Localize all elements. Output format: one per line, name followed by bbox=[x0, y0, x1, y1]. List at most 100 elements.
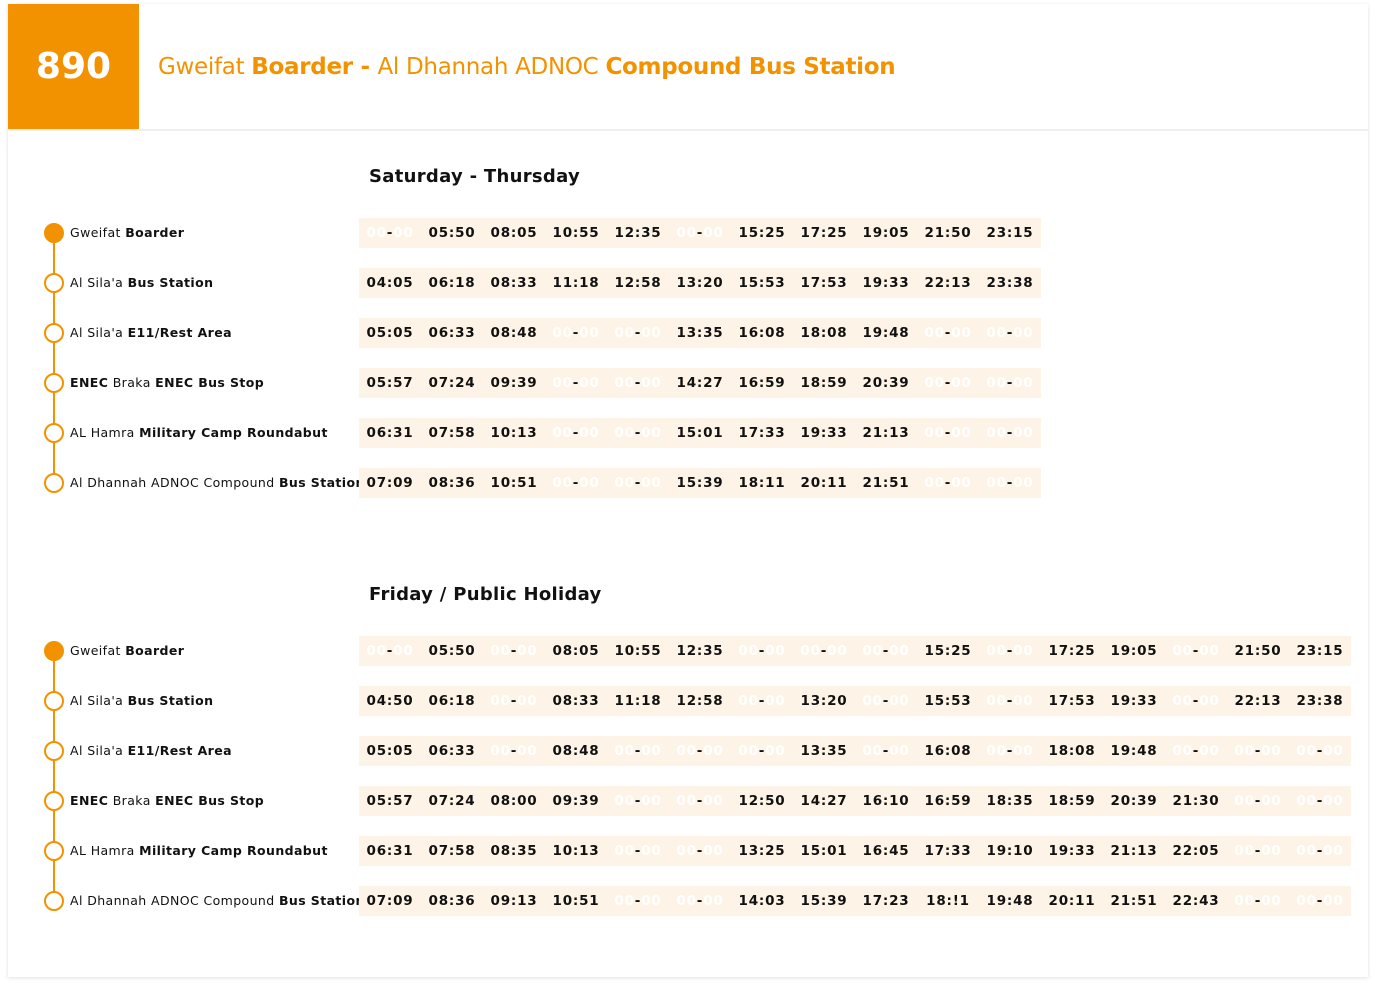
departure-time: 10:51 bbox=[490, 475, 538, 491]
no-service-cell: - bbox=[1165, 686, 1227, 716]
departure-time: 19:33 bbox=[1110, 693, 1158, 709]
departure-time: 23:15 bbox=[986, 225, 1034, 241]
departure-time: 23:38 bbox=[986, 275, 1034, 291]
departure-time: 16:08 bbox=[738, 325, 786, 341]
no-service-cell: - bbox=[1289, 886, 1351, 916]
departure-time: 19:10 bbox=[986, 843, 1034, 859]
departure-time: 18:35 bbox=[986, 793, 1034, 809]
departure-time: 16:59 bbox=[738, 375, 786, 391]
departure-time: 13:35 bbox=[800, 743, 848, 759]
no-service-cell: - bbox=[979, 636, 1041, 666]
departure-time: 19:48 bbox=[986, 893, 1034, 909]
departure-time: 23:38 bbox=[1296, 693, 1344, 709]
stop-row: AL Hamra Military Camp Roundabut 06:31 07:… bbox=[8, 836, 1368, 866]
departure-time: 08:35 bbox=[490, 843, 538, 859]
departure-time: 21:13 bbox=[1110, 843, 1158, 859]
stop-name-segment: Al Sila'a bbox=[70, 743, 128, 758]
departure-time: 10:51 bbox=[552, 893, 600, 909]
stop-circle-icon bbox=[44, 841, 64, 861]
no-service-cell: - bbox=[979, 468, 1041, 498]
no-service-cell: - bbox=[359, 636, 421, 666]
stop-name: Al Sila'a E11/Rest Area bbox=[70, 325, 232, 340]
no-service-cell: - bbox=[855, 636, 917, 666]
departure-time: 17:53 bbox=[800, 275, 848, 291]
stop-circle-icon bbox=[44, 741, 64, 761]
no-service-cell: - bbox=[545, 368, 607, 398]
departure-time: 12:35 bbox=[676, 643, 724, 659]
departure-time: 22:13 bbox=[1234, 693, 1282, 709]
departure-time: 19:48 bbox=[862, 325, 910, 341]
stop-name-segment: Bus Station bbox=[278, 893, 365, 908]
stop-name-segment: E11/Rest Area bbox=[127, 743, 232, 758]
no-service-cell: - bbox=[979, 318, 1041, 348]
no-service-cell: - bbox=[483, 636, 545, 666]
departure-time: 20:11 bbox=[800, 475, 848, 491]
departure-time: 06:18 bbox=[428, 275, 476, 291]
no-service-cell: - bbox=[669, 218, 731, 248]
no-service-cell: - bbox=[731, 736, 793, 766]
stop-name-segment: Gweifat bbox=[70, 643, 126, 658]
departure-time: 15:39 bbox=[800, 893, 848, 909]
stop-name-segment: Gweifat bbox=[70, 225, 126, 240]
title-segment: Boarder - bbox=[251, 54, 378, 80]
stop-circle-icon bbox=[44, 423, 64, 443]
departure-time: 04:05 bbox=[366, 275, 414, 291]
start-stop-icon bbox=[44, 641, 64, 661]
departure-time: 08:00 bbox=[490, 793, 538, 809]
departure-time: 07:58 bbox=[428, 843, 476, 859]
departure-time: 13:35 bbox=[676, 325, 724, 341]
departure-time: 21:13 bbox=[862, 425, 910, 441]
departure-time: 23:15 bbox=[1296, 643, 1344, 659]
departure-time: 05:50 bbox=[428, 643, 476, 659]
departure-time: 18:08 bbox=[800, 325, 848, 341]
departure-time: 07:24 bbox=[428, 793, 476, 809]
departure-time: 17:23 bbox=[862, 893, 910, 909]
departure-time: 12:50 bbox=[738, 793, 786, 809]
departure-time: 19:33 bbox=[800, 425, 848, 441]
times-row: -05:5008:0510:5512:35-15:2517:2519:0521:… bbox=[359, 218, 1041, 248]
stop-row: Gweifat Boarder-05:50-08:0510:5512:35---… bbox=[8, 636, 1368, 666]
stop-name-segment: Al Dhannah ADNOC Compound bbox=[70, 893, 279, 908]
departure-time: 17:33 bbox=[738, 425, 786, 441]
departure-time: 15:53 bbox=[924, 693, 972, 709]
times-row: -05:50-08:0510:5512:35---15:25-17:2519:0… bbox=[359, 636, 1351, 666]
departure-time: 14:27 bbox=[800, 793, 848, 809]
departure-time: 06:33 bbox=[428, 325, 476, 341]
stop-name-segment: AL Hamra bbox=[70, 843, 140, 858]
departure-time: 10:13 bbox=[552, 843, 600, 859]
stop-name: Gweifat Boarder bbox=[70, 643, 184, 658]
departure-time: 17:25 bbox=[1048, 643, 1096, 659]
departure-time: 08:05 bbox=[490, 225, 538, 241]
departure-time: 05:57 bbox=[366, 793, 414, 809]
departure-time: 21:51 bbox=[862, 475, 910, 491]
no-service-cell: - bbox=[607, 318, 669, 348]
stop-name: Al Sila'a Bus Station bbox=[70, 275, 213, 290]
departure-time: 15:25 bbox=[738, 225, 786, 241]
departure-time: 17:53 bbox=[1048, 693, 1096, 709]
stop-name-segment: ENEC Bus Stop bbox=[155, 375, 265, 390]
departure-time: 07:09 bbox=[366, 475, 414, 491]
departure-time: 11:18 bbox=[552, 275, 600, 291]
departure-time: 14:03 bbox=[738, 893, 786, 909]
stop-name-segment: Al Sila'a bbox=[70, 275, 128, 290]
departure-time: 08:33 bbox=[552, 693, 600, 709]
no-service-cell: - bbox=[917, 468, 979, 498]
departure-time: 08:05 bbox=[552, 643, 600, 659]
stop-row: Al Sila'a E11/Rest Area05:0506:3308:48--… bbox=[8, 318, 1368, 348]
departure-time: 21:50 bbox=[1234, 643, 1282, 659]
stop-row: ENEC Braka ENEC Bus Stop 05:57 07:24 08:00 0… bbox=[8, 786, 1368, 816]
departure-time: 21:51 bbox=[1110, 893, 1158, 909]
departure-time: 09:13 bbox=[490, 893, 538, 909]
departure-time: 22:43 bbox=[1172, 893, 1220, 909]
stop-name-segment: Military Camp Roundabut bbox=[139, 843, 328, 858]
stop-name-segment: ENEC Bus Stop bbox=[155, 793, 265, 808]
departure-time: 19:05 bbox=[1110, 643, 1158, 659]
no-service-cell: - bbox=[669, 836, 731, 866]
no-service-cell: - bbox=[483, 686, 545, 716]
no-service-cell: - bbox=[669, 786, 731, 816]
departure-time: 18:11 bbox=[738, 475, 786, 491]
departure-time: 18:!1 bbox=[926, 893, 970, 909]
departure-time: 12:58 bbox=[676, 693, 724, 709]
